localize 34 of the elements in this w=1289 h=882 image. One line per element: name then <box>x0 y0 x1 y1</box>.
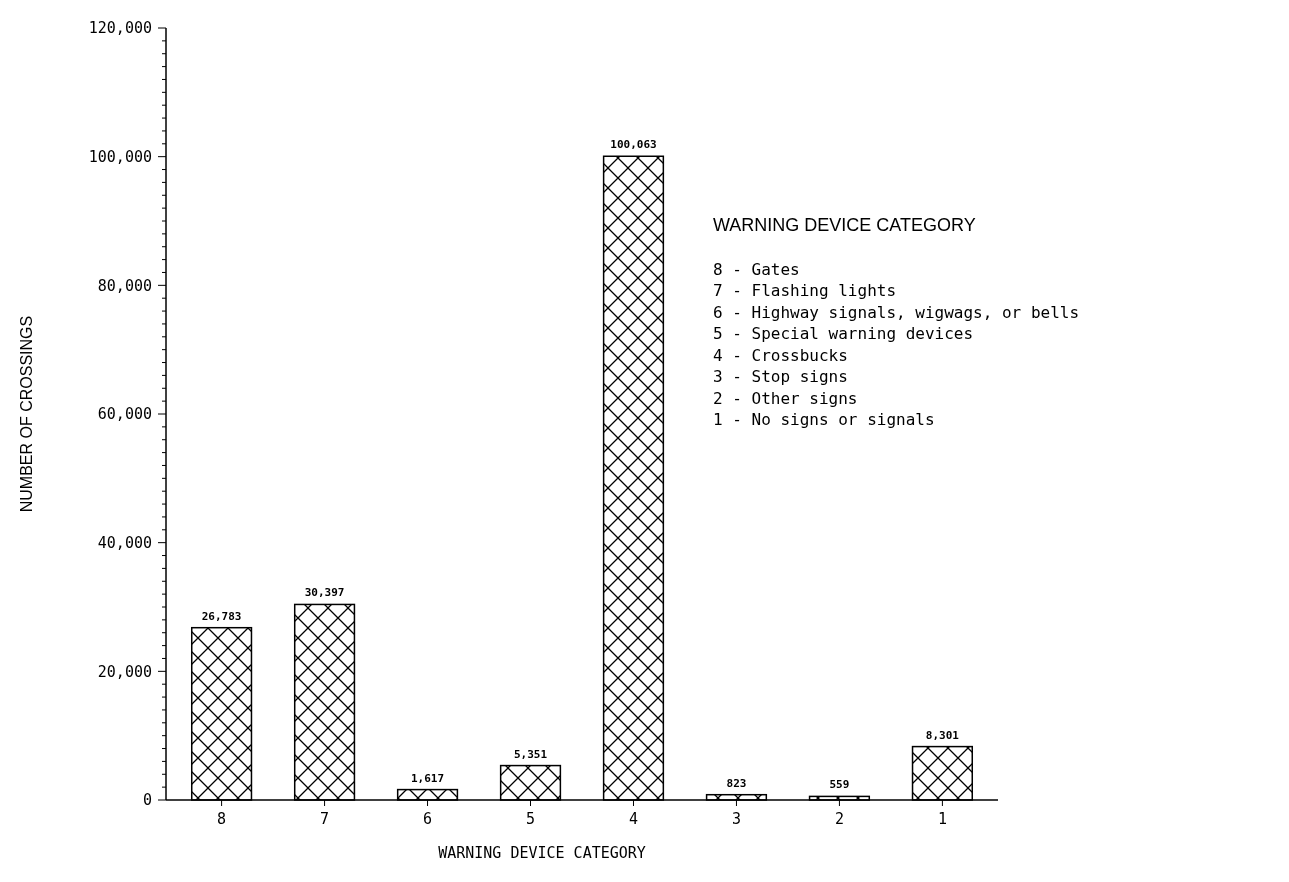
x-tick-label: 2 <box>834 810 844 828</box>
x-tick-label: 1 <box>937 810 947 828</box>
x-tick-label: 8 <box>217 810 227 828</box>
annotation: 8 - Gates <box>713 259 800 279</box>
y-tick-label: 120,000 <box>88 19 152 38</box>
x-tick-label: 3 <box>731 810 741 828</box>
data-label: 5,351 <box>513 747 548 761</box>
x-tick-label: 6 <box>423 810 433 828</box>
data-label: 8,301 <box>925 728 960 742</box>
annotation: 4 - Crossbucks <box>713 345 848 365</box>
annotation: 6 - Highway signals, wigwags, or bells <box>713 302 1080 322</box>
y-tick-label: 100,000 <box>88 147 152 166</box>
x-tick-label: 4 <box>628 810 638 828</box>
data-label: 823 <box>726 776 747 790</box>
annotation: WARNING DEVICE CATEGORY <box>713 215 976 235</box>
annotation: 7 - Flashing lights <box>713 281 897 300</box>
y-tick-label: 20,000 <box>97 662 152 681</box>
data-label: 100,063 <box>610 138 657 152</box>
annotation: 5 - Special warning devices <box>713 324 974 343</box>
annotation: 1 - No signs or signals <box>713 410 935 429</box>
annotation: 3 - Stop signs <box>713 367 848 386</box>
y-tick-label: 60,000 <box>97 405 152 424</box>
y-axis-title: NUMBER OF CROSSINGS <box>18 315 35 513</box>
data-label: 1,617 <box>410 771 445 785</box>
y-tick-label: 0 <box>142 791 152 810</box>
x-tick-label: 5 <box>526 810 536 828</box>
annotation: 2 - Other signs <box>713 388 858 408</box>
x-tick-label: 7 <box>320 810 330 828</box>
data-label: 559 <box>829 778 850 792</box>
data-label: 26,783 <box>201 609 242 623</box>
data-label: 30,397 <box>304 586 345 600</box>
y-tick-label: 40,000 <box>97 533 152 552</box>
x-axis-title: WARNING DEVICE CATEGORY <box>438 844 646 862</box>
y-tick-label: 80,000 <box>97 276 152 295</box>
